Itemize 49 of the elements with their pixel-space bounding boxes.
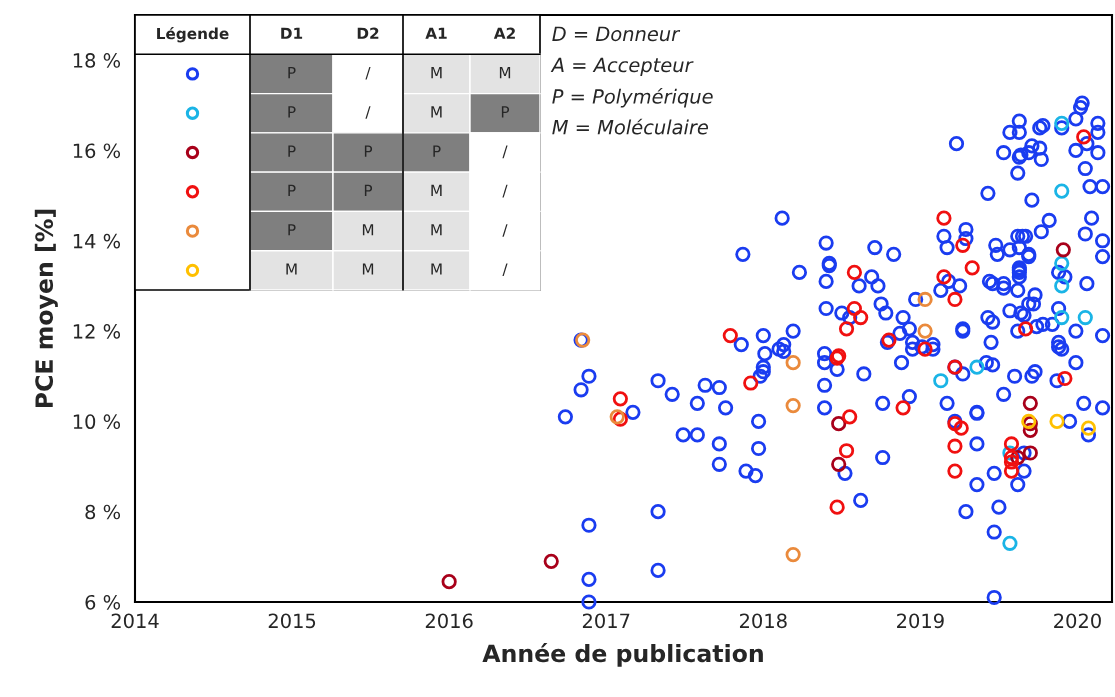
annotation: M	[431, 184, 442, 196]
annotation: A = Accepteur	[550, 57, 694, 77]
x-tick-label: 2020	[1054, 613, 1101, 629]
annotation: /	[365, 106, 371, 119]
annotation: M	[431, 67, 442, 79]
annotation: P	[288, 184, 296, 196]
annotation: M	[499, 67, 511, 79]
y-tick-label: 16 %	[73, 143, 121, 159]
x-tick-label: 2016	[425, 613, 473, 629]
annotation: P	[364, 184, 373, 196]
y-tick-label: 10 %	[73, 414, 121, 430]
annotation: M	[431, 224, 442, 236]
x-tick-label: 2017	[582, 613, 630, 629]
y-tick-label: 6 %	[85, 594, 121, 610]
x-axis-title: Année de publication	[482, 643, 763, 667]
annotation: /	[502, 184, 508, 198]
legend-title: Légende	[157, 26, 229, 43]
y-tick-label: 8 %	[85, 504, 121, 520]
annotation: M = Moléculaire	[552, 118, 709, 135]
annotation: P = Polymérique	[552, 87, 713, 108]
annotation: M	[286, 263, 297, 275]
annotation: P	[288, 67, 296, 79]
annotation: P	[364, 145, 373, 157]
annotation: D2	[357, 27, 379, 39]
annotation: A1	[425, 27, 447, 39]
x-tick-label: 2018	[739, 613, 787, 629]
annotation: M	[431, 263, 442, 275]
annotation: M	[431, 106, 442, 118]
annotation: P	[433, 145, 441, 157]
y-axis-title: PCE moyen [%]	[34, 209, 58, 408]
y-tick-label: 14 %	[73, 233, 121, 249]
y-tick-label: 12 %	[73, 324, 121, 339]
annotation: M	[362, 224, 374, 236]
annotation: M	[362, 263, 374, 275]
annotation: P	[288, 106, 296, 118]
x-tick-label: 2015	[268, 613, 316, 629]
annotation: D = Donneur	[552, 26, 681, 42]
annotation: P	[288, 224, 296, 236]
x-tick-label: 2014	[111, 613, 159, 629]
annotation: A2	[493, 27, 515, 39]
y-tick-label: 18 %	[73, 53, 121, 68]
annotation: /	[502, 224, 508, 237]
annotation: /	[502, 263, 508, 276]
x-tick-label: 2019	[897, 613, 944, 629]
annotation: /	[365, 67, 371, 80]
annotation: D1	[281, 27, 303, 39]
annotation: P	[288, 145, 296, 157]
annotation: /	[502, 145, 508, 159]
annotation: P	[501, 106, 510, 118]
